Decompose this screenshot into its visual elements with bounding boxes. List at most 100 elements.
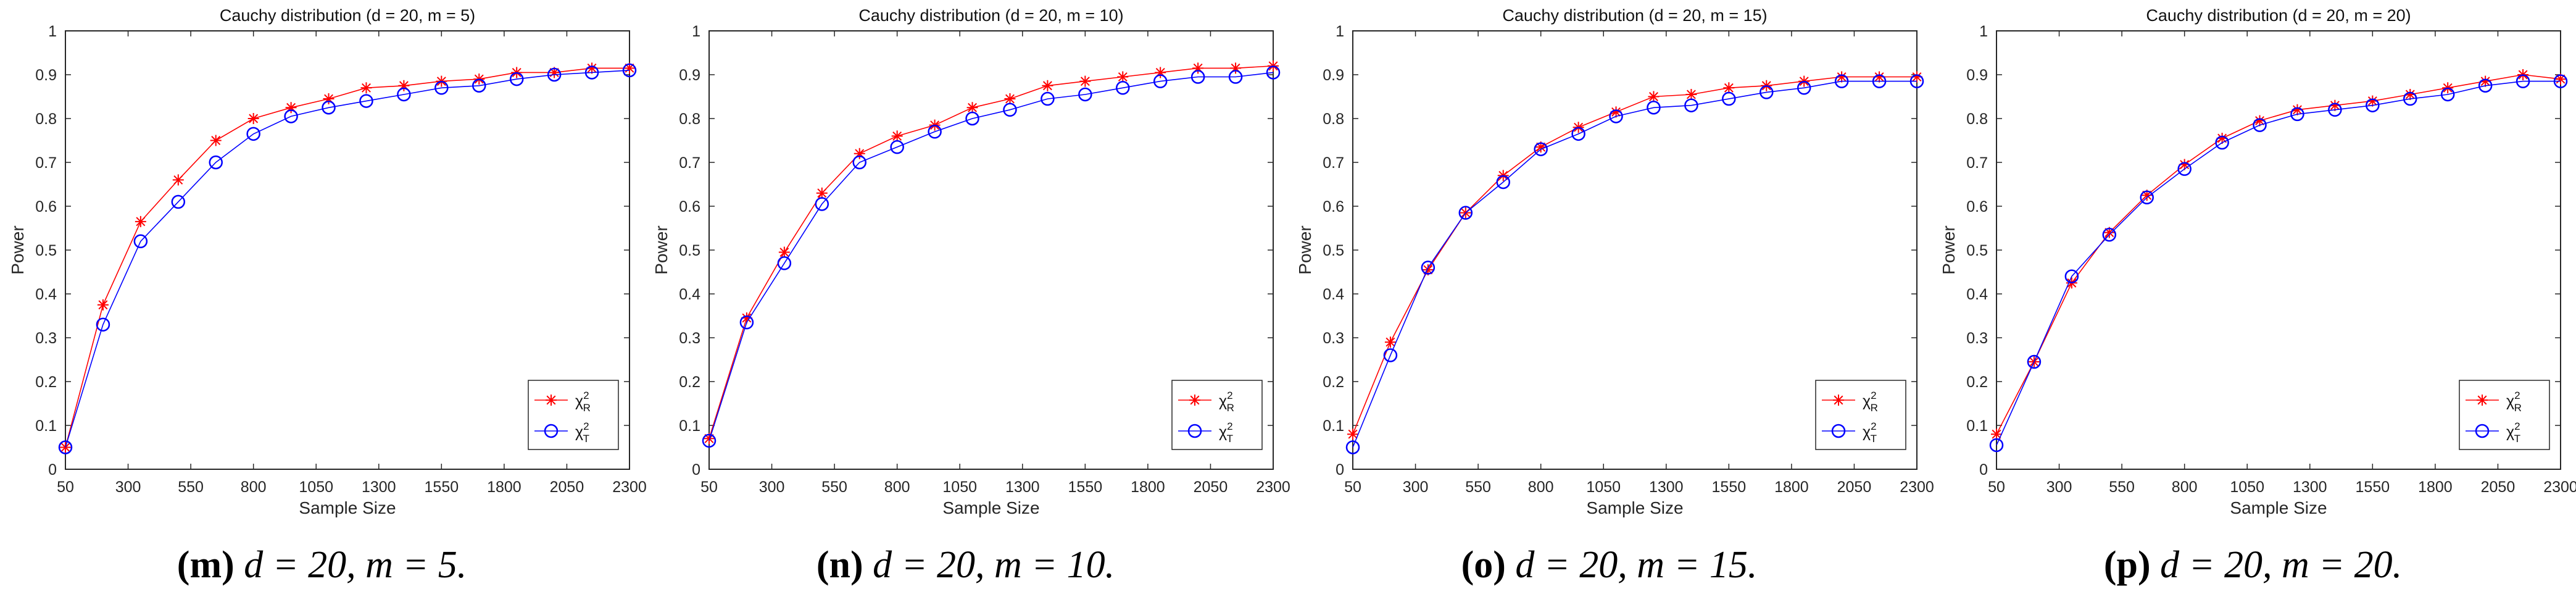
series-line	[1352, 76, 1917, 435]
legend-marker-star	[546, 395, 557, 406]
x-axis-label: Sample Size	[299, 498, 396, 517]
series-t	[58, 63, 637, 454]
y-tick-label: 0.3	[35, 330, 57, 347]
legend-box	[528, 380, 619, 450]
data-point-star	[741, 312, 752, 324]
data-point-star	[1723, 82, 1735, 94]
x-tick-label: 2050	[1837, 479, 1872, 496]
data-point-circle	[1078, 87, 1092, 102]
data-point-circle	[1909, 74, 1924, 88]
data-point-circle	[2290, 107, 2304, 122]
legend-marker-star	[1189, 395, 1200, 406]
data-point-star	[2179, 159, 2190, 170]
legend-symbol: χ	[2506, 424, 2514, 441]
x-tick-label: 1300	[362, 479, 396, 496]
data-point-star	[285, 102, 297, 114]
caption-letter: (o)	[1461, 544, 1506, 586]
data-point-star	[2555, 73, 2566, 85]
y-tick-label: 0.6	[679, 198, 700, 215]
data-point-star	[1192, 62, 1204, 74]
y-tick-label: 0.1	[1323, 417, 1344, 435]
y-tick-label: 0.7	[1966, 154, 1988, 172]
data-point-star	[1991, 429, 2002, 440]
legend-label: χ2 R	[2506, 390, 2522, 414]
data-point-star	[1004, 93, 1016, 105]
y-axis-label: Power	[8, 225, 27, 274]
panel-o: 50 300 550 800 1050 1300 1550 1800 2050 2300 0 0.1 0…	[1287, 0, 1934, 602]
data-point-circle	[622, 63, 637, 78]
y-tick-label: 0.7	[679, 154, 700, 172]
x-tick-label: 1050	[1586, 479, 1621, 496]
legend-symbol: χ	[1863, 393, 1871, 410]
chart-panel-p: 50 300 550 800 1050 1300 1550 1800 2050 2300 0 0.1 0…	[1939, 6, 2576, 517]
legend-entry-r: χ2 R	[1178, 390, 1234, 414]
caption-text: d = 20, m = 10.	[873, 544, 1115, 586]
x-tick-label: 550	[821, 479, 847, 496]
data-point-circle	[2215, 135, 2229, 150]
data-point-star	[1230, 62, 1242, 74]
y-tick-label: 1	[692, 23, 700, 40]
legend-marker-circle	[1187, 424, 1202, 438]
data-point-star	[247, 113, 259, 124]
data-point-star	[854, 148, 865, 159]
legend-superscript: 2	[1227, 390, 1232, 401]
legend-label: χ2 T	[1863, 420, 1877, 445]
x-axis-label: Sample Size	[2230, 498, 2327, 517]
x-tick-label: 800	[884, 479, 910, 496]
x-tick-label: 300	[2046, 479, 2072, 496]
data-point-circle	[1872, 74, 1887, 88]
legend-superscript: 2	[583, 390, 589, 401]
data-point-circle	[2253, 118, 2267, 132]
data-point-star	[1836, 71, 1848, 83]
y-tick-label: 0	[692, 461, 700, 479]
x-tick-label: 1550	[2356, 479, 2390, 496]
legend-label: χ2 R	[1219, 390, 1234, 414]
legend-label: χ2 R	[575, 390, 591, 414]
data-point-star	[172, 174, 184, 186]
data-point-circle	[1684, 98, 1698, 112]
data-point-circle	[1609, 109, 1623, 123]
series-line	[1996, 80, 2561, 446]
chart-title: Cauchy distribution (d = 20, m = 10)	[858, 6, 1123, 25]
y-tick-label: 0.6	[1966, 198, 1988, 215]
legend-entry-t: χ2 T	[1178, 420, 1233, 445]
legend-symbol: χ	[575, 424, 583, 441]
x-tick-label: 50	[1988, 479, 2005, 496]
chart-panel-n: 50 300 550 800 1050 1300 1550 1800 2050 2300 0 0.1 0…	[652, 6, 1290, 517]
y-tick-label: 0.8	[679, 111, 700, 128]
data-point-circle	[1228, 70, 1243, 84]
x-tick-label: 1300	[1649, 479, 1684, 496]
data-point-star	[1079, 75, 1091, 87]
data-point-star	[2103, 227, 2115, 238]
y-tick-label: 0.3	[679, 330, 700, 347]
data-point-star	[1535, 141, 1547, 153]
data-point-star	[966, 102, 978, 114]
x-tick-label: 550	[178, 479, 204, 496]
data-point-star	[2291, 104, 2303, 115]
legend-subscript: R	[1871, 402, 1878, 414]
data-point-circle	[397, 87, 411, 102]
caption-letter: (p)	[2103, 544, 2151, 586]
data-point-circle	[965, 111, 979, 126]
x-tick-label: 550	[2109, 479, 2135, 496]
legend-superscript: 2	[583, 420, 589, 432]
y-axis-label: Power	[652, 225, 671, 274]
series-line	[1996, 74, 2561, 435]
x-tick-label: 1050	[299, 479, 333, 496]
legend-entry-t: χ2 T	[534, 420, 589, 445]
data-point-circle	[815, 197, 829, 211]
y-tick-label: 1	[48, 23, 57, 40]
legend-entry-r: χ2 R	[534, 390, 591, 414]
data-point-star	[2141, 190, 2153, 201]
y-tick-label: 0.1	[35, 417, 57, 435]
x-tick-label: 300	[115, 479, 141, 496]
series-line	[65, 70, 630, 448]
legend-symbol: χ	[575, 393, 583, 410]
y-tick-label: 0.4	[1323, 286, 1344, 303]
data-point-circle	[1041, 91, 1055, 106]
y-tick-label: 0	[1336, 461, 1344, 479]
legend-superscript: 2	[2514, 390, 2520, 401]
data-point-star	[2216, 132, 2228, 144]
y-tick-label: 0.2	[35, 374, 57, 391]
